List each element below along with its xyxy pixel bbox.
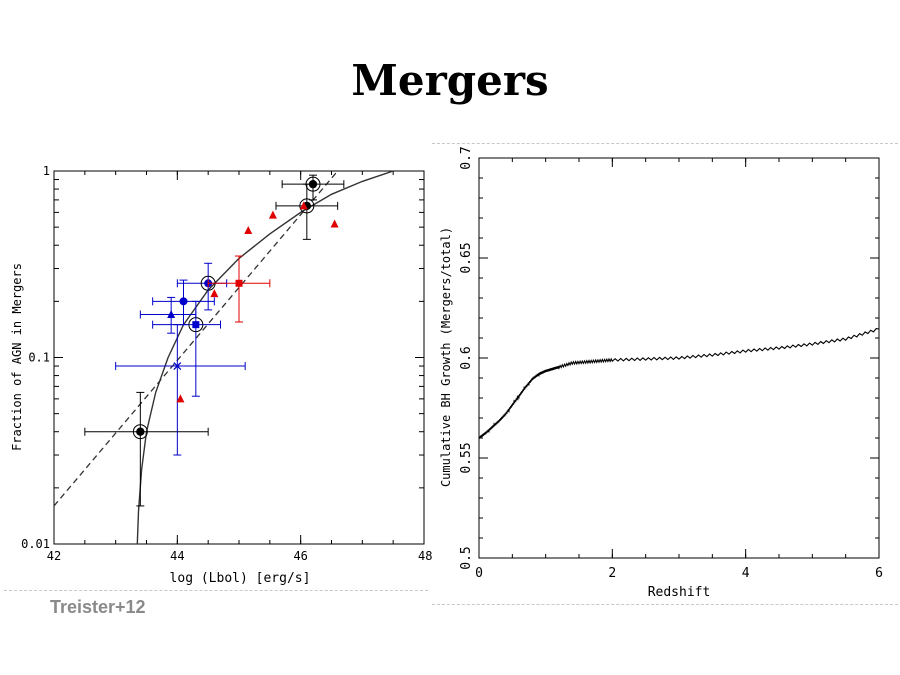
citation: Treister+12: [50, 597, 146, 617]
chart1-point-cross: [173, 362, 182, 370]
chart1-point-triangle: [330, 219, 339, 228]
chart1-xtick-label: 46: [293, 549, 307, 563]
chart1-xtick-label: 42: [47, 549, 61, 563]
chart2-xlabel: Redshift: [648, 585, 711, 600]
chart1-point-ring: [305, 176, 321, 192]
chart2-ytick-label: 0.7: [459, 146, 474, 169]
chart1-point-circle: [308, 179, 318, 189]
chart1-frame: [53, 170, 425, 545]
chart1-point-triangle: [244, 225, 253, 234]
chart1-point-triangle: [176, 394, 185, 403]
chart1-model-curve: [136, 170, 394, 545]
chart2-ytick-label: 0.55: [459, 442, 474, 473]
chart2-ytick-label: 0.6: [459, 346, 474, 369]
chart2-xtick-label: 4: [742, 566, 750, 581]
chart-cumulative-bh-growth: 0 2 4 6 0.5 0.55 0.6 0.65 0.7 Cumulative BH Grow…: [439, 146, 883, 600]
chart1-point-ring: [132, 424, 148, 440]
chart1-point-triangle: [167, 310, 176, 319]
chart2-ytick-label: 0.65: [459, 242, 474, 273]
chart1-point-circle: [136, 427, 145, 436]
chart1-xtick-label: 48: [418, 549, 432, 563]
chart1-point-circle: [179, 297, 188, 306]
chart1-point-square: [235, 279, 243, 287]
chart1-point-triangle: [210, 289, 219, 298]
chart1-xlabel: log (Lbol) [erg/s]: [170, 571, 311, 586]
chart1-point-ring: [299, 198, 315, 214]
chart1-point-triangle: [268, 210, 277, 219]
chart1-xtick-label: 44: [170, 549, 184, 563]
chart2-ytick-label: 0.5: [459, 546, 474, 569]
chart1-ytick-label: 0.1: [28, 351, 50, 365]
chart2-xtick-label: 2: [608, 566, 616, 581]
divider-bottom-right: [432, 604, 898, 605]
slide-title: Mergers: [351, 56, 549, 105]
chart1-ytick-label: 0.01: [21, 537, 50, 551]
chart1-ylabel: Fraction of AGN in Mergers: [10, 263, 24, 451]
chart2-xtick-label: 6: [875, 566, 883, 581]
divider-top-right: [432, 143, 898, 144]
chart2-xtick-label: 0: [475, 566, 483, 581]
chart1-ytick-label: 1: [43, 164, 50, 178]
chart1-point-square: [192, 321, 200, 329]
chart1-dashed-fit-line: [53, 170, 339, 507]
divider-bottom-left: [4, 590, 428, 591]
chart2-series-line: [478, 328, 880, 440]
chart-agn-merger-fraction: 42 44 46 48 0.01 0.1 1 Fraction of AGN in Merg…: [10, 164, 432, 586]
chart2-ylabel: Cumulative BH Growth (Mergers/total): [439, 227, 453, 487]
chart1-point-triangle: [299, 201, 308, 210]
chart2-frame: [478, 157, 880, 559]
